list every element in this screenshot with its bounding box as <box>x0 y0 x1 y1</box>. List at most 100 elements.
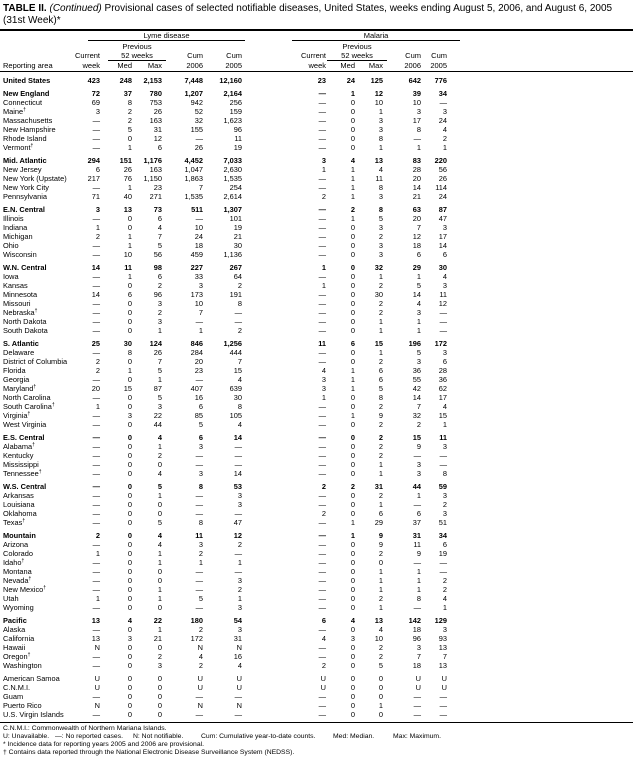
lyme-cum-2005: 2 <box>237 281 242 290</box>
lyme-current-week: — <box>92 393 100 402</box>
malaria-med: 24 <box>346 76 355 85</box>
area-name: Arizona <box>3 540 29 549</box>
lyme-cum-2005: 64 <box>233 272 242 281</box>
lyme-max: 2 <box>157 451 162 460</box>
malaria-med: 0 <box>350 674 355 683</box>
area-name: W.N. Central <box>3 263 47 272</box>
lyme-current-week: N <box>94 701 100 710</box>
table-row: New Jersey 6 26 163 1,047 2,630 1 1 4 28 56 <box>0 165 640 174</box>
area-name: Mountain <box>3 531 36 540</box>
malaria-max: 5 <box>378 384 383 393</box>
malaria-cum-2005: 13 <box>438 643 447 652</box>
lyme-cum-2006: N <box>197 643 203 652</box>
reporting-area: Mountain <box>3 531 36 540</box>
lyme-cum-2005: 444 <box>229 348 242 357</box>
area-name: American Samoa <box>3 674 60 683</box>
malaria-cum-2005: 11 <box>439 433 447 442</box>
area-name: Georgia <box>3 375 30 384</box>
area-name: North Carolina <box>3 393 51 402</box>
malaria-cum-2006: 1 <box>416 317 421 326</box>
lyme-max: 7 <box>157 357 162 366</box>
malaria-cum-2005: — <box>439 701 447 710</box>
table-row: South Dakota — 0 1 1 2 — 0 1 1 — <box>0 326 640 335</box>
malaria-cum-2005: 6 <box>442 357 447 366</box>
malaria-max: 1 <box>378 576 383 585</box>
malaria-current-week: — <box>318 214 326 223</box>
malaria-cum-2005: 24 <box>438 116 447 125</box>
malaria-current-week: — <box>318 518 326 527</box>
lyme-current-week: 71 <box>91 192 100 201</box>
table-row: U.S. Virgin Islands — 0 0 — — — 0 0 — — <box>0 710 640 719</box>
lyme-max: 87 <box>153 384 162 393</box>
lyme-cum-2005: 1,623 <box>223 116 243 125</box>
lyme-max: 0 <box>157 500 162 509</box>
malaria-med: 4 <box>350 156 355 165</box>
malaria-max: 10 <box>374 634 383 643</box>
malaria-cum-2005: 220 <box>434 156 447 165</box>
malaria-max: 3 <box>378 116 383 125</box>
lyme-cum-2005: 14 <box>233 469 242 478</box>
malaria-med: 0 <box>350 451 355 460</box>
malaria-current-week: — <box>318 326 326 335</box>
area-name: W.S. Central <box>3 482 47 491</box>
lyme-max: 6 <box>157 214 162 223</box>
malaria-max: 8 <box>378 393 383 402</box>
malaria-current-week: — <box>318 290 326 299</box>
lyme-current-week: 72 <box>91 89 100 98</box>
footnote-marker: † <box>30 143 34 149</box>
malaria-cum-2006: — <box>413 134 421 143</box>
footnote-marker: † <box>21 558 25 564</box>
lyme-cum-2006: 24 <box>194 232 203 241</box>
reporting-area: Rhode Island <box>3 134 47 143</box>
malaria-cum-2005: 3 <box>442 491 447 500</box>
reporting-area: California <box>3 634 34 643</box>
malaria-max: 2 <box>378 402 383 411</box>
area-name: California <box>3 634 35 643</box>
malaria-cum-2005: 3 <box>442 281 447 290</box>
malaria-cum-2005: 13 <box>438 661 447 670</box>
malaria-med: 1 <box>350 89 355 98</box>
lyme-med: 0 <box>127 674 132 683</box>
malaria-cum-2006: 3 <box>416 308 421 317</box>
lyme-max: 0 <box>157 603 162 612</box>
malaria-med: 0 <box>350 460 355 469</box>
malaria-current-week: — <box>318 585 326 594</box>
malaria-max: 8 <box>378 183 383 192</box>
lyme-cum-2005: 15 <box>233 366 242 375</box>
malaria-cum-2006: 36 <box>412 366 421 375</box>
lyme-med: 37 <box>123 89 132 98</box>
malaria-max: 15 <box>374 339 383 348</box>
malaria-cum-2006: 17 <box>412 116 421 125</box>
malaria-cum-2006: — <box>413 603 421 612</box>
legend-n: N: Not notifiable. <box>133 733 184 740</box>
reporting-area: Illinois <box>3 214 24 223</box>
lyme-cum-2006: 16 <box>194 393 203 402</box>
malaria-current-week: — <box>318 250 326 259</box>
region-row: E.N. Central 3 13 73 511 1,307 — 2 8 63 87 <box>0 205 640 214</box>
area-name: Alabama <box>3 442 33 451</box>
reporting-area: New York (Upstate) <box>3 174 67 183</box>
malaria-current-week: 1 <box>321 263 326 272</box>
table-row: Rhode Island — 0 12 — 11 — 0 8 — 2 <box>0 134 640 143</box>
malaria-cum-2005: 3 <box>442 509 447 518</box>
malaria-med: 0 <box>350 357 355 366</box>
lyme-cum-2005: 639 <box>229 384 242 393</box>
lyme-med: 0 <box>127 357 132 366</box>
reporting-area: W.N. Central <box>3 263 47 272</box>
area-name: Alaska <box>3 625 26 634</box>
malaria-med: 0 <box>350 223 355 232</box>
table-row: Minnesota 14 6 96 173 191 — 0 30 14 11 <box>0 290 640 299</box>
malaria-max: 2 <box>378 491 383 500</box>
lyme-med: 2 <box>127 107 132 116</box>
reporting-area: Oregon† <box>3 652 30 661</box>
lyme-max: 271 <box>149 192 162 201</box>
area-name: Tennessee <box>3 469 39 478</box>
table-row: Alaska — 0 1 2 3 — 0 4 18 3 <box>0 625 640 634</box>
lyme-current-week: 69 <box>91 98 100 107</box>
table-row: North Dakota — 0 3 — — — 0 1 1 — <box>0 317 640 326</box>
lyme-med: 0 <box>127 603 132 612</box>
reporting-area: Maine† <box>3 107 26 116</box>
lyme-max: 73 <box>153 205 162 214</box>
reporting-area: Pacific <box>3 616 27 625</box>
malaria-max: 2 <box>378 442 383 451</box>
